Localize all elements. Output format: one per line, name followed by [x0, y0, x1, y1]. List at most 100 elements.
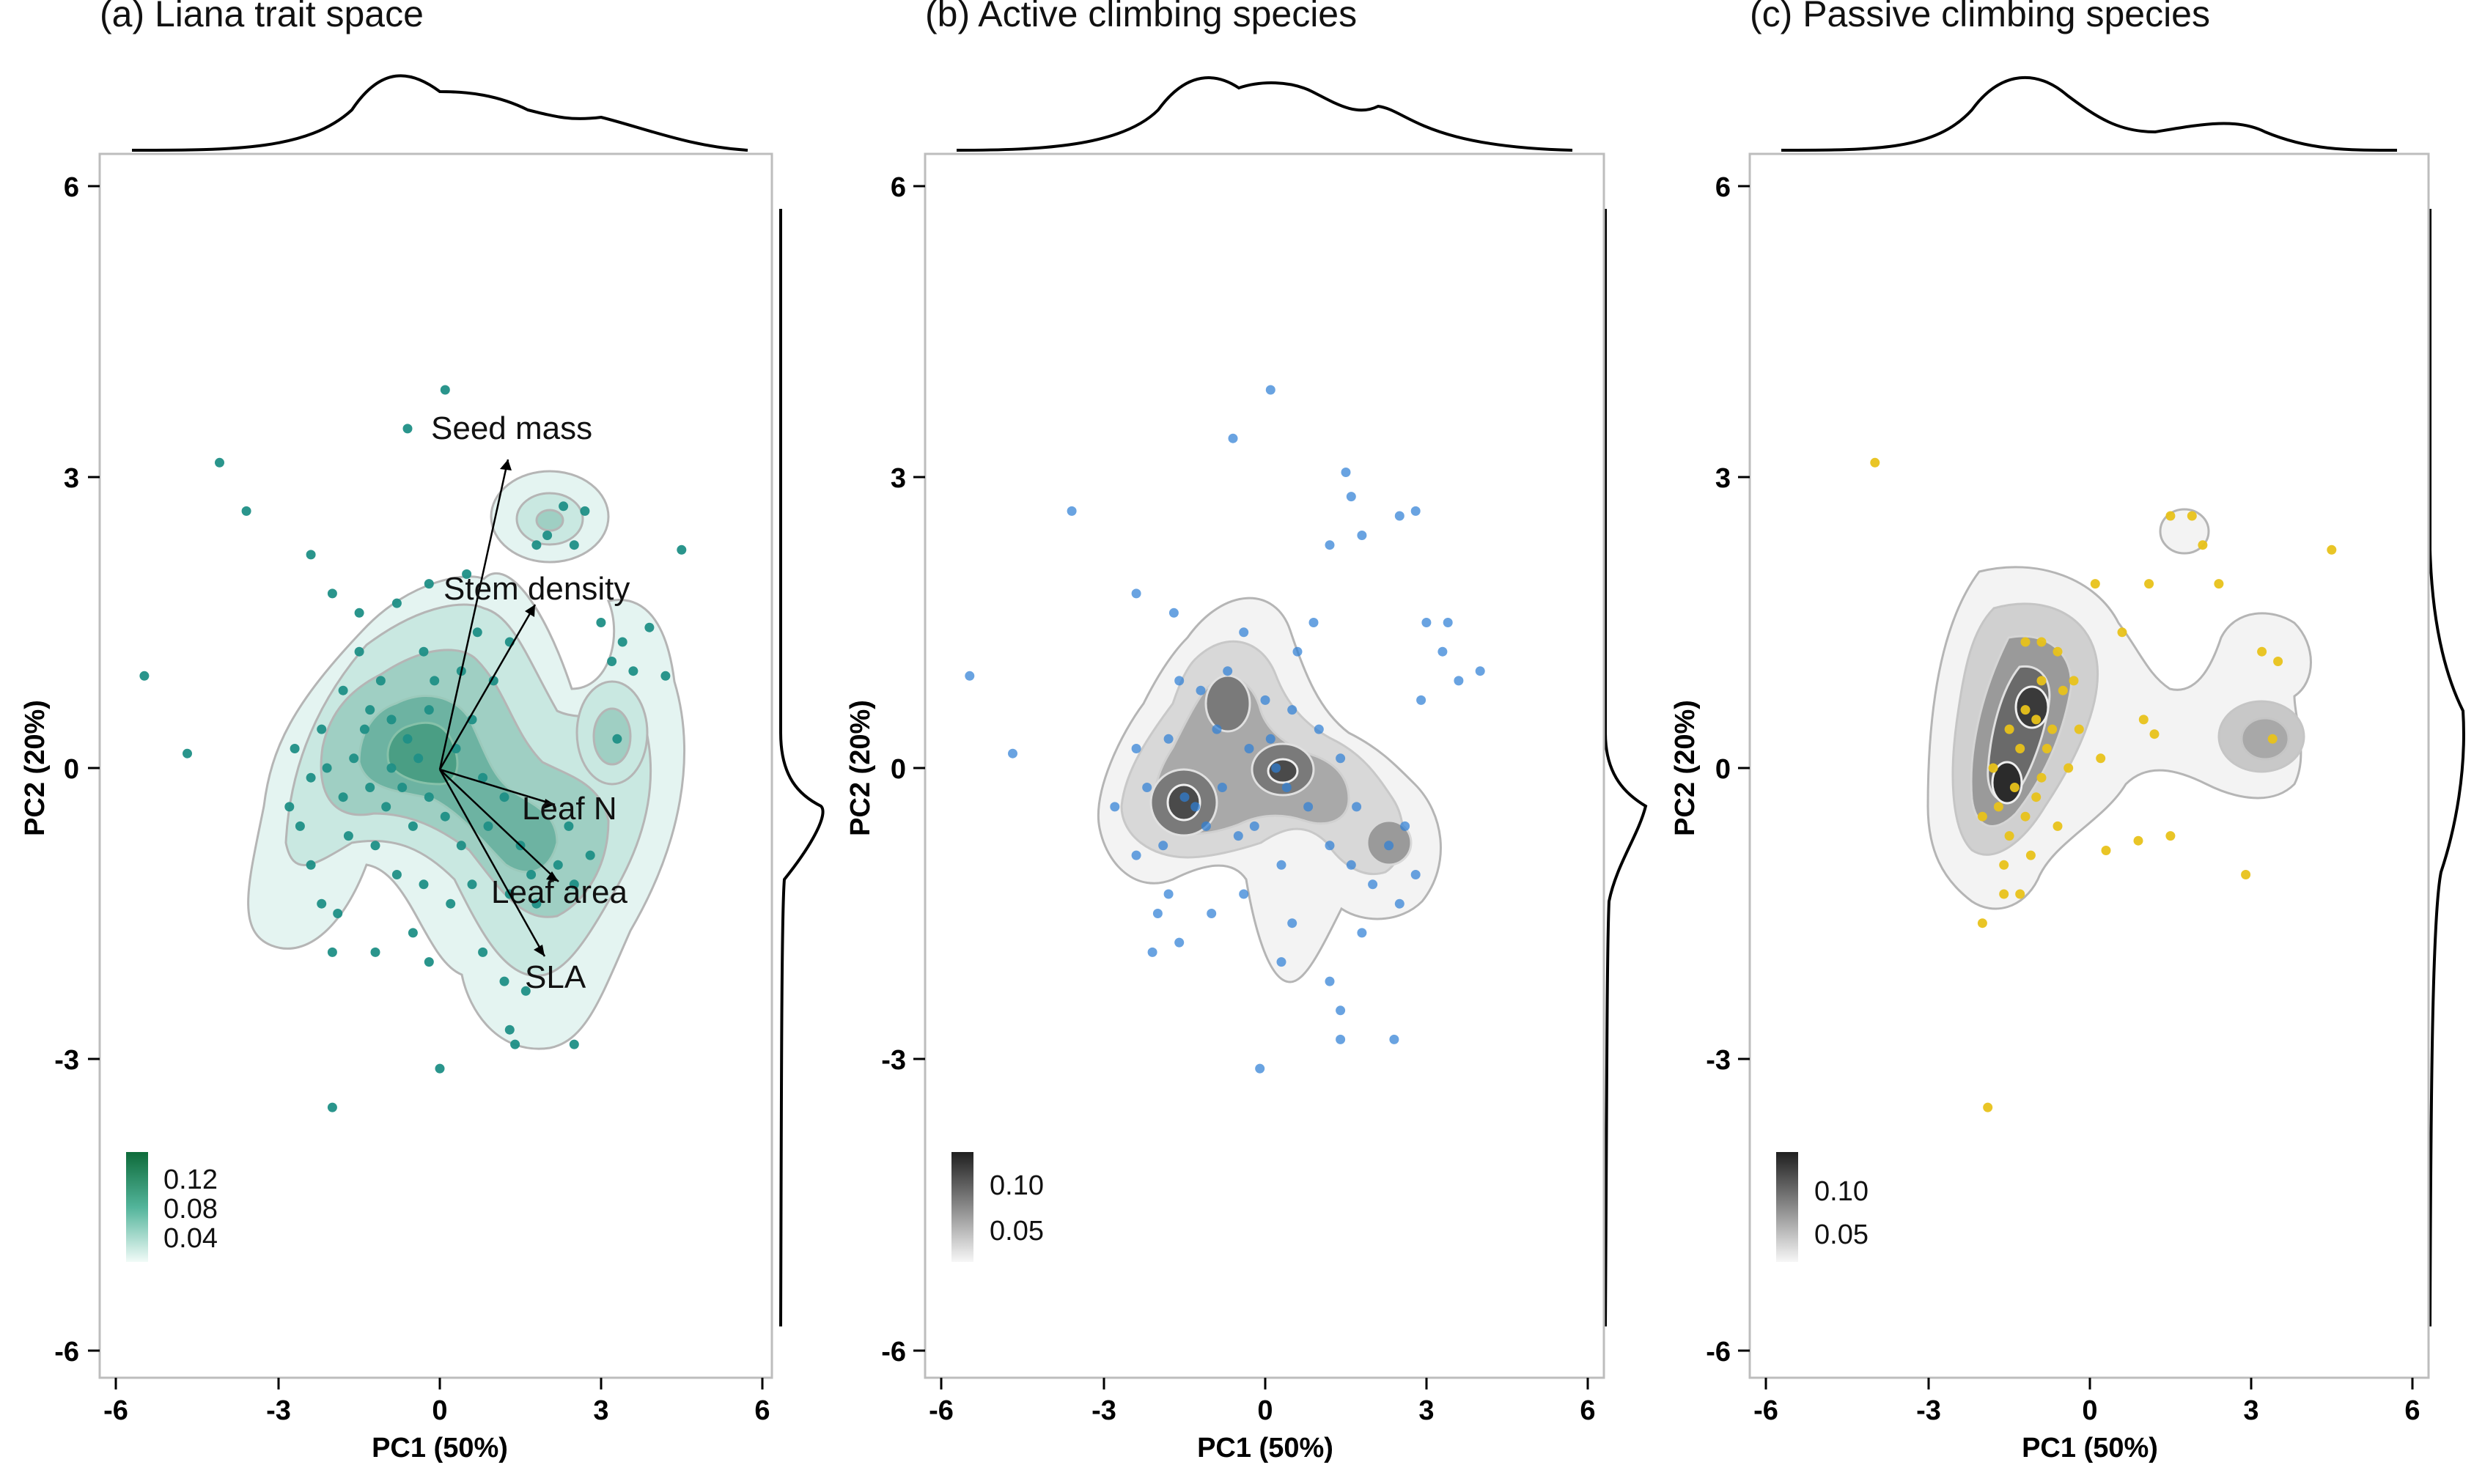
data-point — [440, 811, 450, 822]
data-point — [1271, 763, 1281, 773]
x-tick-label: 0 — [432, 1395, 447, 1426]
data-point — [580, 506, 590, 516]
data-point — [1168, 608, 1179, 618]
legend-label: 0.08 — [163, 1194, 218, 1225]
data-point — [1389, 1034, 1399, 1044]
panel-a-title: (a) Liana trait space — [100, 0, 424, 34]
data-point — [1454, 676, 1464, 686]
data-point — [564, 821, 574, 831]
seed-mass-arrow: Seed mass — [431, 410, 592, 770]
data-point — [1276, 957, 1286, 967]
scatter-points — [139, 385, 687, 1112]
y-tick-label: 0 — [891, 754, 906, 785]
data-point — [510, 1039, 520, 1049]
data-point — [569, 879, 579, 890]
y-tick-label: -3 — [54, 1045, 79, 1076]
data-point — [542, 531, 553, 540]
x-tick-label: -3 — [1091, 1395, 1116, 1426]
axis-y: 6 3 0 -3 -6 PC2 (20%) — [20, 172, 100, 1367]
panel-a: (a) Liana trait space Seed mass — [20, 0, 825, 1463]
y-tick-label: 3 — [891, 463, 906, 494]
data-point — [446, 898, 456, 909]
data-point — [1346, 492, 1356, 502]
density-contours — [1097, 597, 1442, 983]
data-point — [2031, 715, 2042, 725]
data-point — [1325, 841, 1335, 851]
x-axis-title: PC1 (50%) — [2022, 1433, 2158, 1463]
data-point — [531, 898, 542, 909]
top-density-curve — [1781, 75, 2398, 152]
panel-b-title: (b) Active climbing species — [925, 0, 1357, 34]
data-point — [1999, 860, 2009, 870]
data-point — [408, 928, 418, 938]
data-point — [317, 724, 327, 734]
data-point — [1174, 937, 1185, 948]
data-point — [1239, 889, 1249, 899]
data-point — [2074, 724, 2084, 734]
data-point — [553, 860, 563, 870]
data-point — [430, 676, 440, 686]
data-point — [2214, 579, 2224, 589]
loading-arrows: Seed mass Stem density Leaf N Leaf area — [431, 410, 630, 995]
data-point — [2117, 627, 2127, 638]
x-tick-label: -6 — [1753, 1395, 1778, 1426]
scatter-points — [965, 385, 1485, 1074]
data-point — [370, 841, 380, 851]
legend-colorbar — [951, 1152, 973, 1262]
x-tick-label: 3 — [593, 1395, 608, 1426]
data-point — [2138, 715, 2149, 725]
data-point — [2020, 705, 2031, 715]
data-point — [612, 734, 622, 744]
data-point — [381, 802, 391, 812]
data-point — [1384, 841, 1394, 851]
legend-label: 0.12 — [163, 1164, 218, 1195]
data-point — [1196, 685, 1206, 695]
y-tick-label: -6 — [881, 1337, 906, 1367]
legend-colorbar — [126, 1152, 148, 1262]
data-point — [1357, 928, 1367, 938]
data-point — [306, 860, 316, 870]
data-point — [1223, 666, 1233, 676]
data-point — [628, 666, 638, 676]
data-point — [1217, 783, 1227, 792]
stem-density-label: Stem density — [443, 571, 630, 607]
data-point — [2004, 831, 2014, 841]
data-point — [1287, 705, 1297, 715]
data-point — [419, 646, 429, 657]
data-point — [1352, 802, 1362, 812]
x-tick-label: -6 — [929, 1395, 954, 1426]
data-point — [1336, 1034, 1346, 1044]
data-point — [1190, 802, 1201, 812]
data-point — [1400, 821, 1410, 831]
y-tick-label: 0 — [64, 754, 79, 785]
data-point — [1158, 841, 1168, 851]
leaf-n-arrow: Leaf N — [439, 768, 617, 827]
data-point — [338, 685, 348, 695]
data-point — [1303, 802, 1314, 812]
data-point — [1292, 646, 1303, 657]
data-point — [386, 763, 397, 773]
data-point — [2047, 724, 2058, 734]
data-point — [1174, 676, 1185, 686]
sla-arrow: SLA — [438, 769, 586, 995]
axis-y: 6 3 0 -3 -6 PC2 (20%) — [845, 172, 925, 1367]
right-density-curve — [779, 209, 825, 1327]
data-point — [1008, 748, 1017, 758]
data-point — [435, 1063, 445, 1074]
data-point — [2187, 511, 2197, 521]
axis-y: 6 3 0 -3 -6 PC2 (20%) — [1670, 172, 1750, 1367]
data-point — [354, 646, 364, 657]
data-point — [1993, 802, 2003, 812]
legend-label: 0.10 — [1814, 1176, 1869, 1207]
data-point — [596, 618, 606, 627]
legend-label: 0.10 — [990, 1170, 1044, 1201]
data-point — [322, 763, 332, 773]
data-point — [424, 579, 434, 589]
data-point — [499, 976, 509, 986]
data-point — [2165, 831, 2176, 841]
x-axis-title: PC1 (50%) — [1197, 1433, 1333, 1463]
data-point — [1421, 618, 1432, 627]
data-point — [1357, 531, 1367, 540]
y-tick-label: 6 — [1715, 172, 1731, 203]
